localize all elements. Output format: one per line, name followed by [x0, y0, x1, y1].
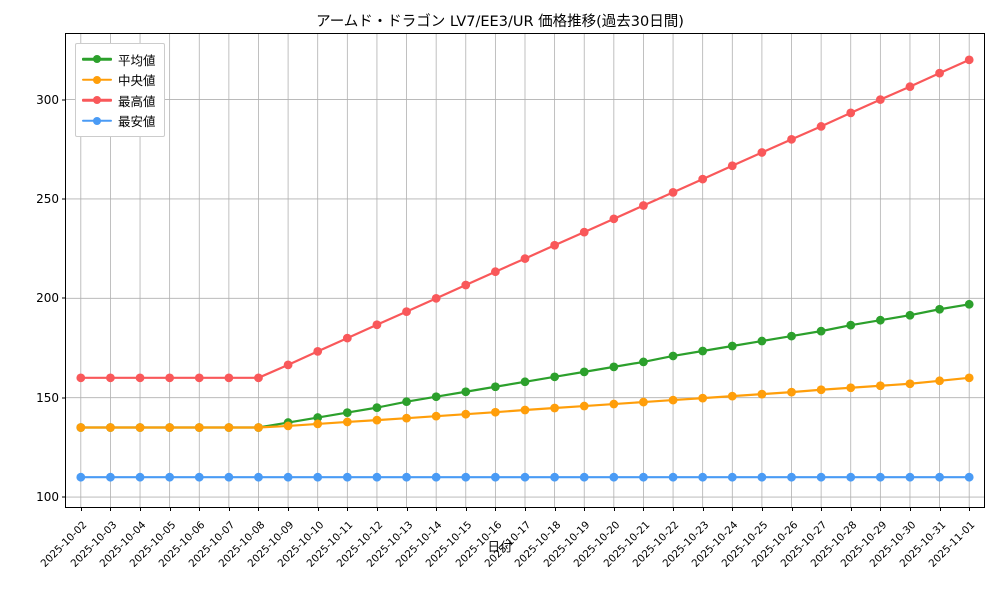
x-tick-mark [228, 507, 230, 511]
x-tick-mark [317, 507, 319, 511]
x-tick-mark [850, 507, 852, 511]
y-tick-label: 200 [36, 291, 59, 306]
x-tick-mark [761, 507, 763, 511]
legend-label: 中央値 [118, 73, 156, 89]
x-tick-mark [791, 507, 793, 511]
y-tick-label: 100 [36, 490, 59, 505]
y-axis-label: 値 (円) [0, 281, 2, 320]
x-tick-mark [909, 507, 911, 511]
legend-marker-icon [82, 73, 112, 87]
legend-item-1[interactable]: 平均値 [82, 49, 156, 70]
legend-label: 平均値 [118, 52, 156, 68]
y-tick-mark [62, 99, 66, 101]
legend-marker-icon [82, 52, 112, 66]
x-tick-mark [140, 507, 142, 511]
x-tick-mark [732, 507, 734, 511]
x-tick-mark [525, 507, 526, 511]
x-tick-mark [169, 507, 171, 511]
plot-area: 100 150 200 250 300 2025-10-02 2025-10-03 2025… [36, 33, 985, 570]
x-tick-mark [673, 507, 675, 511]
legend-item-3[interactable]: 最高値 [82, 90, 156, 111]
y-tick-mark [62, 198, 66, 200]
x-tick-mark [821, 507, 823, 511]
legend-marker-icon [82, 114, 112, 128]
x-tick-mark [613, 507, 615, 511]
y-tick-mark [62, 496, 66, 498]
series-3 [76, 55, 974, 383]
x-axis-label: 日付 [487, 539, 513, 554]
y-tick-mark [62, 297, 66, 299]
x-tick-mark [495, 507, 497, 511]
x-tick-mark [643, 507, 645, 511]
x-tick-mark [110, 507, 112, 511]
x-tick-mark [406, 507, 408, 511]
legend-label: 最安値 [118, 114, 156, 130]
y-tick-label: 250 [36, 191, 59, 206]
x-tick-mark [199, 507, 201, 511]
x-tick-mark [969, 507, 971, 511]
series-layer [76, 55, 974, 482]
x-tick-mark [465, 507, 467, 511]
y-tick-label: 300 [36, 92, 59, 107]
grid-lines [66, 34, 984, 507]
x-tick-mark [80, 507, 82, 511]
x-tick-mark [702, 507, 704, 511]
legend-item-4[interactable]: 最安値 [82, 111, 156, 132]
x-tick-mark [288, 507, 290, 511]
y-tick-label: 150 [36, 390, 59, 405]
x-tick-mark [939, 507, 941, 511]
x-tick-mark [880, 507, 882, 511]
chart-legend: 平均値中央値最高値最安値 [75, 43, 165, 137]
y-tick-mark [62, 397, 66, 399]
series-2 [76, 373, 974, 432]
chart-title: アームド・ドラゴン LV7/EE3/UR 価格推移(過去30日間) [316, 14, 684, 30]
x-tick-mark [554, 507, 556, 511]
legend-marker-icon [82, 93, 112, 107]
x-tick-mark [258, 507, 260, 511]
x-tick-mark [584, 507, 586, 511]
legend-label: 最高値 [118, 93, 156, 109]
x-tick-mark [376, 507, 378, 511]
x-tick-mark [347, 507, 349, 511]
legend-item-2[interactable]: 中央値 [82, 70, 156, 91]
series-4 [76, 472, 974, 482]
x-tick-mark [436, 507, 438, 511]
